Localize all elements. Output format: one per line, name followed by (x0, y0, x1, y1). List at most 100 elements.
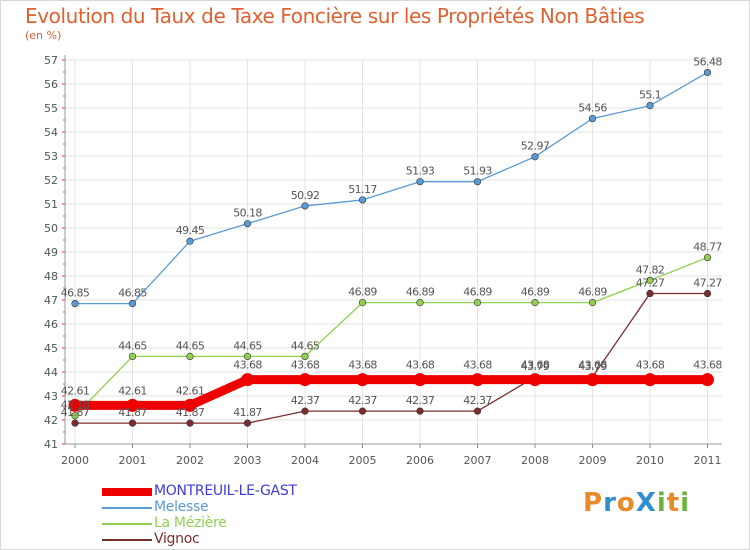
data-point-melesse (301, 202, 309, 210)
axes: 41 42 43 44 45 46 47 48 49 50 51 52 53 54 55 56 57 2000 20… (44, 54, 722, 467)
data-point-montreuil (471, 373, 484, 387)
data-label-vignoc: 42.37 (348, 394, 377, 407)
data-label-montreuil: 43.68 (636, 359, 665, 372)
legend-label-montreuil: MONTREUIL-LE-GAST (154, 483, 297, 499)
data-label-la-meziere: 46.89 (406, 286, 435, 299)
data-label-vignoc: 42.37 (291, 394, 320, 407)
logo-letter: i (656, 488, 667, 518)
data-label-vignoc: 42.37 (406, 394, 435, 407)
data-point-montreuil (586, 373, 599, 387)
proxiti-logo: ProXiti (583, 488, 690, 518)
data-label-montreuil: 42.61 (176, 384, 205, 397)
data-label-montreuil: 43.68 (233, 359, 262, 372)
data-point-montreuil (241, 373, 254, 387)
y-axis-unit-label: (en %) (25, 29, 62, 42)
y-tick-label: 42 (44, 414, 58, 427)
y-tick-label: 46 (44, 318, 58, 331)
data-label-la-meziere: 44.65 (118, 339, 147, 352)
data-point-vignoc (703, 289, 712, 298)
data-label-montreuil: 43.68 (291, 359, 320, 372)
data-point-melesse (128, 300, 137, 308)
data-label-la-meziere: 46.89 (348, 286, 377, 299)
x-tick-label: 2008 (521, 454, 549, 467)
data-label-vignoc: 41.87 (176, 406, 205, 419)
data-point-vignoc (186, 419, 194, 427)
x-tick-label: 2006 (406, 454, 434, 467)
logo-letter: i (680, 488, 691, 518)
data-point-la-meziere (416, 299, 424, 307)
data-point-la-meziere (128, 352, 137, 361)
data-point-la-meziere (71, 412, 79, 420)
data-point-vignoc (646, 289, 654, 298)
logo-letter: P (583, 488, 604, 518)
data-label-melesse: 55.1 (639, 89, 661, 102)
data-label-melesse: 51.93 (406, 165, 435, 178)
data-label-melesse: 54.56 (578, 102, 607, 115)
data-label-vignoc: 47.27 (693, 277, 722, 290)
data-label-montreuil: 43.68 (348, 359, 377, 372)
logo-letter: r (603, 488, 617, 518)
data-point-montreuil (528, 373, 542, 387)
y-tick-label: 43 (44, 390, 58, 403)
data-label-la-meziere: 44.65 (291, 339, 320, 352)
data-label-montreuil: 43.68 (521, 359, 550, 372)
data-point-montreuil (356, 373, 369, 387)
data-point-la-meziere (186, 352, 194, 361)
chart-title: Evolution du Taux de Taxe Foncière sur l… (25, 4, 645, 28)
y-tick-label: 56 (44, 78, 58, 91)
legend-swatch-montreuil (102, 488, 152, 496)
data-label-melesse: 51.93 (463, 165, 492, 178)
data-label-melesse: 49.45 (176, 224, 205, 237)
data-label-montreuil: 43.68 (406, 359, 435, 372)
data-point-vignoc (128, 419, 137, 427)
data-label-vignoc: 43.79 (578, 360, 607, 373)
data-label-vignoc: 47.27 (636, 277, 665, 290)
data-point-melesse (186, 237, 194, 245)
data-point-melesse (358, 196, 367, 204)
data-label-montreuil: 43.68 (693, 359, 722, 372)
x-tick-label: 2011 (694, 454, 722, 467)
data-point-melesse (416, 178, 424, 186)
x-tick-label: 2010 (636, 454, 664, 467)
data-point-vignoc (71, 419, 79, 427)
legend-label-vignoc: Vignoc (154, 531, 200, 547)
data-labels-layer: 41.87 41.87 41.87 41.87 42.37 42.37 42.37 42.37… (61, 55, 723, 419)
data-point-montreuil (126, 398, 139, 412)
y-tick-label: 51 (44, 198, 58, 211)
logo-letter: X (635, 488, 657, 518)
y-tick-label: 47 (44, 294, 58, 307)
data-point-melesse (531, 153, 539, 161)
data-point-montreuil (68, 398, 82, 412)
legend-label-melesse: Melesse (154, 499, 209, 515)
data-label-melesse: 50.92 (291, 189, 320, 202)
data-point-la-meziere (301, 352, 309, 361)
data-label-melesse: 46.85 (61, 287, 90, 300)
data-point-la-meziere (473, 299, 482, 307)
y-tick-label: 52 (44, 174, 58, 187)
data-label-vignoc: 41.87 (61, 406, 90, 419)
x-tick-label: 2002 (176, 454, 204, 467)
legend-swatch-melesse (102, 507, 152, 509)
x-tick-label: 2009 (579, 454, 607, 467)
data-point-vignoc (301, 407, 309, 415)
data-point-montreuil (183, 398, 197, 412)
data-label-melesse: 52.97 (521, 140, 550, 153)
data-point-la-meziere (243, 352, 252, 361)
data-point-vignoc (416, 407, 424, 415)
x-tick-label: 2005 (349, 454, 377, 467)
y-tick-label: 44 (44, 366, 58, 379)
gridlines (65, 59, 722, 445)
data-point-melesse (703, 68, 712, 77)
legend-label-la-meziere: La Mézière (154, 515, 227, 531)
y-tick-label: 55 (44, 102, 58, 115)
series-line-la-meziere (74, 256, 708, 417)
data-point-montreuil (413, 373, 427, 387)
data-point-vignoc (473, 407, 482, 415)
series-line-vignoc (75, 292, 708, 424)
data-label-la-meziere: 46.89 (521, 286, 550, 299)
data-label-montreuil: 42.61 (118, 384, 147, 397)
data-point-vignoc (243, 419, 252, 427)
data-label-vignoc: 42.37 (463, 394, 492, 407)
series-line-melesse (75, 71, 708, 305)
